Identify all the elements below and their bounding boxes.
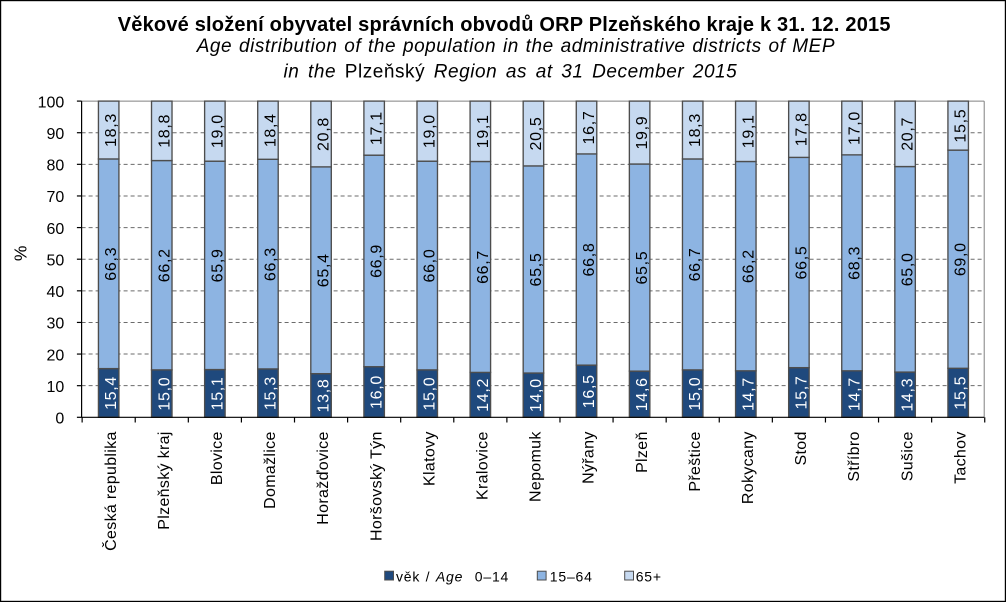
svg-text:19,0: 19,0: [209, 114, 226, 148]
svg-text:Klatovy: Klatovy: [421, 431, 438, 486]
svg-text:Horšovský Týn: Horšovský Týn: [368, 431, 385, 541]
svg-text:66,2: 66,2: [740, 249, 757, 283]
svg-text:Přeštice: Přeštice: [687, 431, 704, 491]
svg-text:17,8: 17,8: [793, 112, 810, 146]
svg-text:16,0: 16,0: [369, 375, 386, 409]
svg-text:0–14: 0–14: [475, 568, 509, 584]
svg-text:18,8: 18,8: [156, 114, 173, 148]
svg-text:15,1: 15,1: [209, 376, 226, 410]
svg-text:Rokycany: Rokycany: [740, 431, 757, 504]
svg-text:Plzeňský kraj: Plzeňský kraj: [156, 431, 173, 529]
svg-text:68,3: 68,3: [846, 246, 863, 280]
svg-text:60: 60: [47, 221, 65, 238]
svg-text:20,7: 20,7: [900, 117, 917, 151]
svg-text:18,3: 18,3: [103, 113, 120, 147]
svg-text:66,3: 66,3: [262, 247, 279, 281]
svg-text:40: 40: [47, 284, 65, 301]
svg-text:65,9: 65,9: [209, 248, 226, 282]
svg-text:14,3: 14,3: [900, 378, 917, 412]
svg-text:20,8: 20,8: [316, 117, 333, 151]
svg-text:Age distribution of the popula: Age distribution of the population in th…: [196, 36, 835, 57]
svg-text:70: 70: [47, 189, 65, 206]
svg-text:14,7: 14,7: [846, 377, 863, 411]
svg-text:in the Plzeňský Region as at 3: in the Plzeňský Region as at 31 December…: [284, 62, 738, 83]
svg-text:0: 0: [55, 411, 64, 428]
svg-text:Stod: Stod: [793, 431, 810, 465]
svg-text:věk / Age: věk / Age: [396, 568, 463, 584]
svg-text:15,0: 15,0: [422, 377, 439, 411]
svg-text:Nýřany: Nýřany: [581, 431, 598, 484]
svg-text:19,9: 19,9: [634, 116, 651, 150]
svg-text:80: 80: [47, 158, 65, 175]
svg-text:13,8: 13,8: [316, 379, 333, 413]
svg-text:19,1: 19,1: [475, 114, 492, 148]
svg-text:66,7: 66,7: [475, 250, 492, 284]
svg-text:14,7: 14,7: [740, 377, 757, 411]
svg-text:Tachov: Tachov: [952, 431, 969, 484]
svg-text:Horažďovice: Horažďovice: [315, 431, 332, 524]
svg-text:65,0: 65,0: [900, 252, 917, 286]
svg-text:15,0: 15,0: [156, 377, 173, 411]
svg-text:50: 50: [47, 252, 65, 269]
svg-text:14,2: 14,2: [475, 378, 492, 412]
svg-text:18,3: 18,3: [687, 113, 704, 147]
svg-text:14,6: 14,6: [634, 377, 651, 411]
svg-text:65+: 65+: [636, 568, 662, 584]
svg-text:Sušice: Sušice: [899, 431, 916, 481]
svg-text:66,5: 66,5: [793, 246, 810, 280]
svg-text:66,9: 66,9: [369, 244, 386, 278]
svg-text:10: 10: [47, 379, 65, 396]
svg-text:19,1: 19,1: [740, 114, 757, 148]
svg-text:66,8: 66,8: [581, 243, 598, 277]
svg-text:30: 30: [47, 316, 65, 333]
svg-text:15–64: 15–64: [550, 568, 593, 584]
svg-text:Stříbro: Stříbro: [846, 431, 863, 481]
svg-text:16,5: 16,5: [581, 374, 598, 408]
svg-text:90: 90: [47, 126, 65, 143]
svg-text:66,7: 66,7: [687, 247, 704, 281]
svg-text:15,5: 15,5: [953, 376, 970, 410]
svg-text:Česká republika: Česká republika: [101, 431, 120, 551]
svg-text:Věkové složení obyvatel správn: Věkové složení obyvatel správních obvodů…: [118, 14, 891, 36]
svg-text:15,4: 15,4: [103, 376, 120, 410]
svg-text:15,7: 15,7: [793, 376, 810, 410]
svg-text:14,0: 14,0: [528, 378, 545, 412]
svg-text:17,1: 17,1: [369, 111, 386, 145]
svg-text:66,2: 66,2: [156, 248, 173, 282]
svg-text:18,4: 18,4: [262, 113, 279, 147]
svg-text:66,0: 66,0: [422, 249, 439, 283]
svg-text:20,5: 20,5: [528, 117, 545, 151]
svg-text:66,3: 66,3: [103, 247, 120, 281]
svg-text:16,7: 16,7: [581, 111, 598, 145]
svg-text:%: %: [10, 246, 30, 262]
svg-text:69,0: 69,0: [953, 242, 970, 276]
svg-text:65,5: 65,5: [634, 251, 651, 285]
svg-text:15,0: 15,0: [687, 377, 704, 411]
svg-text:15,3: 15,3: [262, 376, 279, 410]
svg-text:100: 100: [38, 94, 65, 111]
svg-text:65,4: 65,4: [316, 253, 333, 287]
svg-text:Kralovice: Kralovice: [475, 431, 492, 500]
svg-text:19,0: 19,0: [422, 114, 439, 148]
svg-text:15,5: 15,5: [953, 109, 970, 143]
svg-text:Nepomuk: Nepomuk: [528, 431, 545, 502]
svg-text:65,5: 65,5: [528, 253, 545, 287]
svg-text:17,0: 17,0: [846, 111, 863, 145]
svg-text:20: 20: [47, 347, 65, 364]
svg-text:Blovice: Blovice: [209, 431, 226, 485]
svg-text:Plzeň: Plzeň: [634, 431, 651, 473]
svg-text:Domažlice: Domažlice: [262, 431, 279, 509]
